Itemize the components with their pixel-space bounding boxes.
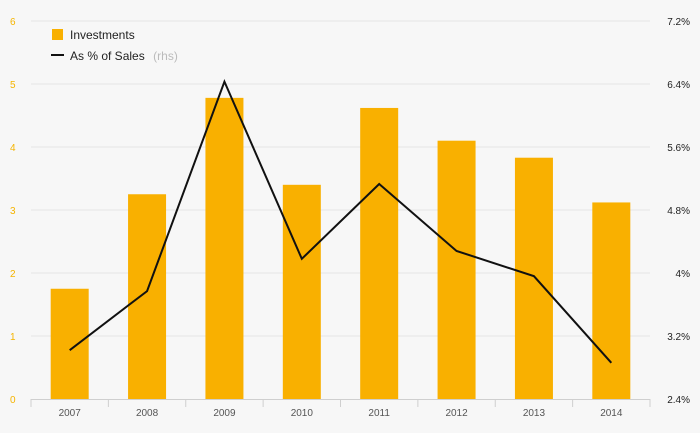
y-left-tick-label: 5 — [10, 80, 16, 91]
line-series-percent-of-sales — [69, 78, 613, 364]
y-left-tick-label: 0 — [10, 395, 16, 406]
x-axis: 2007 2008 2009 2010 2011 2012 2013 2014 — [30, 399, 651, 419]
x-tick-label-2010: 2010 — [291, 408, 314, 419]
bar-2007 — [50, 288, 89, 399]
bar-2011 — [360, 107, 399, 399]
y-right-tick-label: 5.6% — [667, 143, 690, 154]
bar-2008 — [128, 194, 167, 399]
legend-swatch-investments — [52, 29, 63, 40]
legend-label-investments: Investments — [70, 28, 135, 42]
grid-lines — [31, 20, 650, 337]
line-percent-of-sales — [69, 78, 613, 364]
y-left-tick-label: 2 — [10, 269, 16, 280]
y-right-tick-label: 4% — [676, 269, 691, 280]
legend-label-note: (rhs) — [153, 49, 178, 63]
y-axis-right: 2.4% 3.2% 4% 4.8% 5.6% 6.4% 7.2% — [667, 17, 690, 406]
x-tick-label-2008: 2008 — [136, 408, 159, 419]
bar-2012 — [437, 140, 476, 399]
x-tick-label-2009: 2009 — [213, 408, 236, 419]
x-tick-label-2012: 2012 — [445, 408, 468, 419]
x-tick-label-2007: 2007 — [59, 408, 82, 419]
y-right-tick-label: 3.2% — [667, 332, 690, 343]
y-right-tick-label: 6.4% — [667, 80, 690, 91]
legend: Investments As % of Sales (rhs) — [51, 28, 178, 64]
y-right-tick-label: 7.2% — [667, 17, 690, 28]
y-right-tick-label: 2.4% — [667, 395, 690, 406]
y-left-tick-label: 6 — [10, 17, 16, 28]
x-tick-label-2011: 2011 — [368, 408, 390, 419]
legend-label-text: As % of Sales — [70, 49, 145, 63]
x-tick-label-2013: 2013 — [523, 408, 546, 419]
bar-2009 — [205, 97, 244, 400]
x-tick-label-2014: 2014 — [600, 408, 623, 419]
y-left-tick-label: 1 — [10, 332, 16, 343]
bar-series-investments — [50, 97, 631, 400]
y-axis-left: 0 1 2 3 4 5 6 — [10, 17, 16, 406]
y-right-tick-label: 4.8% — [667, 206, 690, 217]
legend-label-percent-of-sales: As % of Sales (rhs) — [70, 47, 178, 64]
bar-2010 — [282, 184, 321, 399]
bar-2013 — [514, 157, 553, 399]
bar-2014 — [592, 202, 631, 399]
y-left-tick-label: 4 — [10, 143, 16, 154]
y-left-tick-label: 3 — [10, 206, 16, 217]
